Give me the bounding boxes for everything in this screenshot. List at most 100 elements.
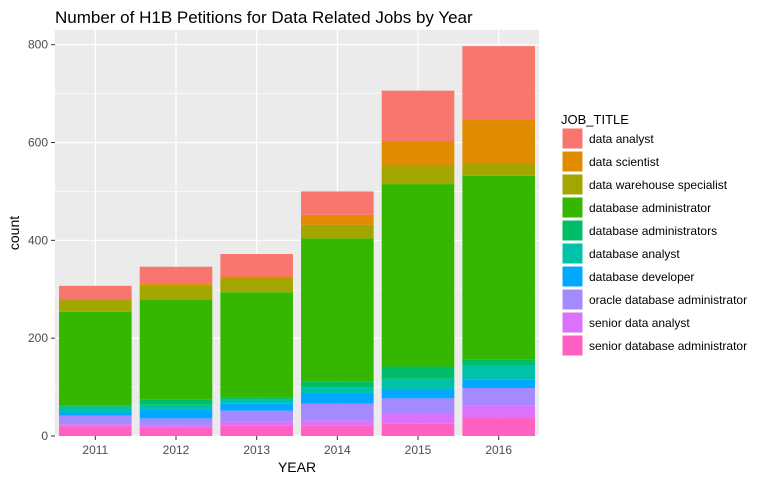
bar-segment [59,299,132,301]
bar-segment [462,388,535,406]
bar-segment [220,421,293,426]
bars [59,46,535,436]
bar-segment [220,276,293,279]
legend-label: senior database administrator [589,339,747,353]
y-tick-label: 600 [28,136,48,150]
bar-segment [220,399,293,404]
bar-segment [462,163,535,176]
bar-segment [220,403,293,411]
bar-segment [59,285,132,300]
legend-label: database analyst [589,247,680,261]
y-tick-label: 0 [41,429,48,443]
bar-segment [381,389,455,399]
bar-segment [301,238,374,382]
y-tick-label: 200 [28,331,48,345]
legend-swatch [561,173,584,196]
legend-label: database developer [589,270,694,284]
bar-segment [59,424,132,427]
bar-segment [462,417,535,436]
bar-segment [59,405,132,407]
legend-swatch [561,127,584,150]
bar-segment [381,398,455,414]
legend-label: data scientist [589,155,660,169]
bar-segment [139,418,213,426]
bar-segment [462,405,535,418]
bar-segment [139,300,213,400]
bar-segment [139,425,213,428]
legend-swatch [561,219,584,242]
bar-segment [139,427,213,436]
bar-segment [301,387,374,393]
bar-segment [220,410,293,422]
y-axis-title: count [6,216,22,250]
legend-label: oracle database administrator [589,293,747,307]
bar-segment [301,392,374,404]
bar-segment [462,379,535,389]
legend-label: data analyst [589,132,654,146]
bar-segment [462,119,535,164]
plot-panel [55,30,539,436]
bar-segment [381,90,455,142]
legend-label: data warehouse specialist [589,178,728,192]
bar-segment [301,425,374,436]
bar-segment [59,300,132,312]
bar-segment [462,46,535,120]
bar-segment [381,141,455,166]
legend-title: JOB_TITLE [561,112,629,127]
legend-swatch [561,150,584,173]
bar-segment [59,412,132,416]
bar-segment [381,366,455,379]
bar-segment [301,381,374,388]
bar-segment [381,413,455,424]
bar-segment [139,409,213,419]
bar-segment [59,426,132,436]
bar-segment [381,165,455,185]
bar-segment [381,378,455,390]
bar-segment [220,292,293,398]
legend-swatch [561,265,584,288]
bar-segment [220,278,293,293]
bar-segment [220,397,293,400]
bar-segment [139,283,213,286]
y-axis-ticks: 0 200 400 600 800 [28,38,55,443]
bar-segment [381,423,455,436]
legend-label: database administrators [589,224,717,238]
bar-segment [139,266,213,284]
x-tick-label: 2014 [324,443,351,457]
bar-segment [59,311,132,406]
bar-segment [462,365,535,380]
legend-label: senior data analyst [589,316,690,330]
legend-swatch [561,311,584,334]
legend-swatch [561,288,584,311]
bar-segment [301,214,374,225]
bar-segment [59,415,132,425]
y-tick-label: 800 [28,38,48,52]
bar-segment [462,359,535,366]
legend-swatch [561,196,584,219]
bar-segment [220,254,293,277]
legend-label: database administrator [589,201,711,215]
bar-segment [220,425,293,436]
bar-segment [301,403,374,421]
bar-segment [59,406,132,413]
legend-swatch [561,242,584,265]
chart-title: Number of H1B Petitions for Data Related… [55,8,473,27]
legend-items: data analyst data scientist data warehouse… [561,127,747,357]
x-tick-label: 2011 [82,443,108,457]
bar-segment [139,285,213,301]
bar-segment [381,184,455,367]
bar-segment [139,399,213,405]
x-tick-label: 2013 [243,443,270,457]
bar-segment [462,175,535,360]
x-axis-ticks: 2011 2012 2013 2014 2015 2016 [82,436,512,457]
bar-segment [139,404,213,410]
bar-segment [301,224,374,239]
y-tick-label: 400 [28,233,48,247]
x-tick-label: 2016 [485,443,512,457]
legend-swatch [561,334,584,357]
x-axis-title: YEAR [278,459,316,475]
x-tick-label: 2015 [405,443,432,457]
x-tick-label: 2012 [163,443,190,457]
